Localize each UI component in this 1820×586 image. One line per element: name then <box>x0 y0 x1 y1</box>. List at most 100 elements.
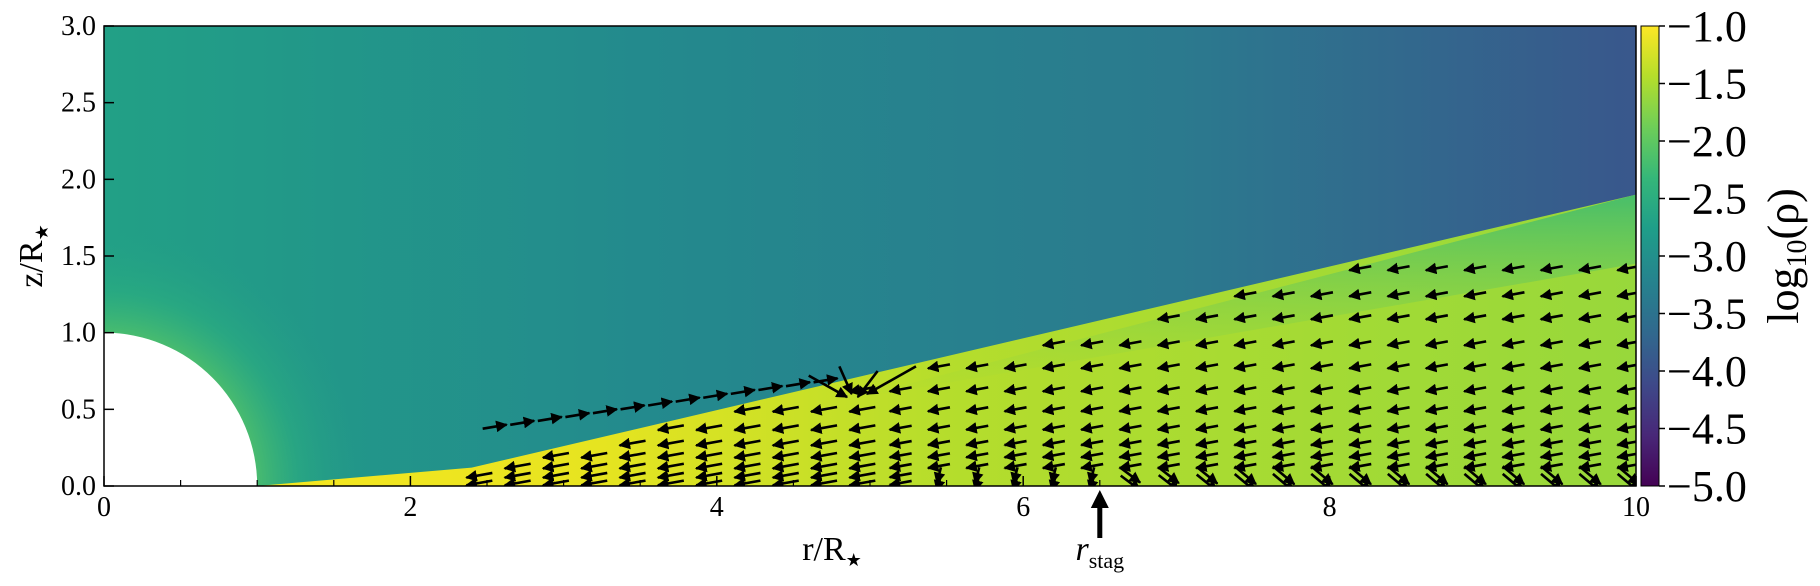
velocity-arrow <box>733 460 761 473</box>
velocity-arrow <box>1041 383 1066 396</box>
velocity-arrow <box>656 460 685 473</box>
velocity-arrow <box>541 460 570 473</box>
velocity-arrow <box>1194 311 1219 324</box>
velocity-arrow <box>965 383 989 396</box>
velocity-arrow <box>1003 460 1027 472</box>
velocity-arrow <box>848 477 876 486</box>
colorbar-tick-label: −4.5 <box>1667 405 1747 454</box>
velocity-arrow <box>785 378 812 390</box>
velocity-arrow <box>694 469 723 482</box>
x-tick-label: 6 <box>1016 492 1030 523</box>
velocity-arrow <box>848 450 876 462</box>
velocity-arrow <box>618 469 646 482</box>
velocity-arrow <box>808 374 849 399</box>
disk-region <box>257 194 1636 486</box>
velocity-arrow <box>1424 422 1449 434</box>
colorbar-tick-label: −3.5 <box>1667 290 1747 339</box>
velocity-arrow <box>1348 288 1372 301</box>
velocity-arrow <box>1424 437 1449 449</box>
velocity-arrow <box>1233 337 1257 350</box>
velocity-arrow <box>620 401 646 413</box>
velocity-arrow <box>926 360 951 373</box>
velocity-arrow <box>541 469 570 482</box>
colorbar-tick-label: −2.0 <box>1667 117 1747 166</box>
velocity-arrow <box>926 460 951 472</box>
colorbar-tick-label: −3.0 <box>1667 232 1747 281</box>
velocity-arrow <box>1194 449 1219 462</box>
velocity-arrow <box>1156 460 1180 472</box>
velocity-arrow <box>1118 403 1142 416</box>
velocity-arrow <box>1424 311 1449 324</box>
colorbar-label: log10(ρ) <box>1759 188 1813 324</box>
velocity-arrow <box>809 404 838 416</box>
velocity-arrow <box>1194 383 1219 396</box>
velocity-arrow <box>482 420 508 433</box>
velocity-arrow <box>1118 460 1142 472</box>
velocity-arrow <box>1156 383 1180 396</box>
velocity-arrow <box>1577 288 1602 301</box>
x-axis: 0 2 4 6 8 10 <box>97 476 1650 523</box>
velocity-arrow <box>733 422 761 434</box>
velocity-arrow <box>838 365 853 396</box>
colorbar-ticks: −1.0 −1.5 −2.0 −2.5 −3.0 −3.5 −4.0 −4.5 −5.0 <box>1659 2 1747 511</box>
velocity-arrow <box>1539 337 1563 350</box>
velocity-arrow <box>1539 360 1563 373</box>
y-tick-label: 2.5 <box>61 88 96 119</box>
velocity-arrow <box>1386 437 1410 449</box>
velocity-arrow <box>703 389 729 402</box>
velocity-arrow <box>694 437 723 450</box>
velocity-arrow <box>1194 337 1219 350</box>
x-tick-label: 8 <box>1323 492 1337 523</box>
velocity-arrow <box>1348 403 1372 416</box>
velocity-arrow <box>1386 262 1410 275</box>
y-tick-label: 0.5 <box>61 394 96 425</box>
velocity-arrow <box>656 469 685 482</box>
velocity-arrow <box>1462 437 1487 449</box>
colorbar-tick-label: −1.0 <box>1667 2 1747 51</box>
velocity-arrow <box>733 477 761 486</box>
velocity-arrow <box>1539 460 1563 472</box>
velocity-arrow <box>771 404 799 416</box>
velocity-arrow <box>1271 403 1295 416</box>
velocity-arrow <box>972 466 984 485</box>
velocity-arrow <box>1577 262 1602 275</box>
y-tick-label: 3.0 <box>61 11 96 42</box>
velocity-arrow <box>1577 437 1602 449</box>
velocity-arrow <box>1271 360 1295 373</box>
velocity-arrow <box>1041 360 1066 373</box>
velocity-arrow <box>1271 449 1295 462</box>
velocity-arrow <box>1271 460 1295 472</box>
velocity-arrow <box>1041 437 1066 449</box>
velocity-arrow <box>1079 383 1104 396</box>
velocity-arrow <box>1348 311 1372 324</box>
velocity-arrow <box>1003 449 1027 462</box>
velocity-arrow <box>1079 360 1104 373</box>
velocity-arrow <box>1539 449 1563 462</box>
velocity-arrow <box>1079 460 1104 472</box>
velocity-arrow <box>618 437 646 450</box>
velocity-arrow <box>580 469 608 482</box>
velocity-arrow <box>647 397 674 409</box>
colorbar-tick-label: −5.0 <box>1667 462 1747 511</box>
velocity-arrow <box>1194 403 1219 416</box>
velocity-arrow <box>1156 360 1180 373</box>
velocity-arrow <box>1462 422 1487 434</box>
velocity-arrow <box>733 437 761 450</box>
velocity-arrow <box>1462 403 1487 416</box>
x-tick-label: 0 <box>97 492 111 523</box>
velocity-arrow <box>1348 449 1372 462</box>
velocity-arrow <box>656 450 685 462</box>
velocity-arrow <box>1156 422 1180 434</box>
velocity-arrow <box>656 477 685 486</box>
velocity-arrow <box>1539 403 1563 416</box>
velocity-arrow <box>848 422 876 434</box>
velocity-arrow <box>888 460 912 472</box>
velocity-arrow <box>675 393 701 406</box>
velocity-arrow <box>1501 311 1525 324</box>
velocity-arrow <box>1118 449 1142 462</box>
velocity-arrow <box>888 422 912 434</box>
velocity-arrow <box>1233 311 1257 324</box>
velocity-arrow <box>1501 422 1525 434</box>
velocity-arrow <box>1156 403 1180 416</box>
